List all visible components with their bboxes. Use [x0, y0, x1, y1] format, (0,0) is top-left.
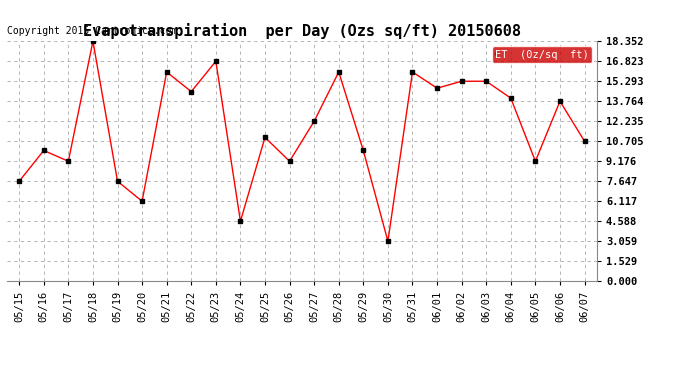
Legend: ET  (0z/sq  ft): ET (0z/sq ft): [492, 46, 591, 63]
Title: Evapotranspiration  per Day (Ozs sq/ft) 20150608: Evapotranspiration per Day (Ozs sq/ft) 2…: [83, 23, 521, 39]
Text: Copyright 2015 Cartronics.com: Copyright 2015 Cartronics.com: [7, 27, 177, 36]
